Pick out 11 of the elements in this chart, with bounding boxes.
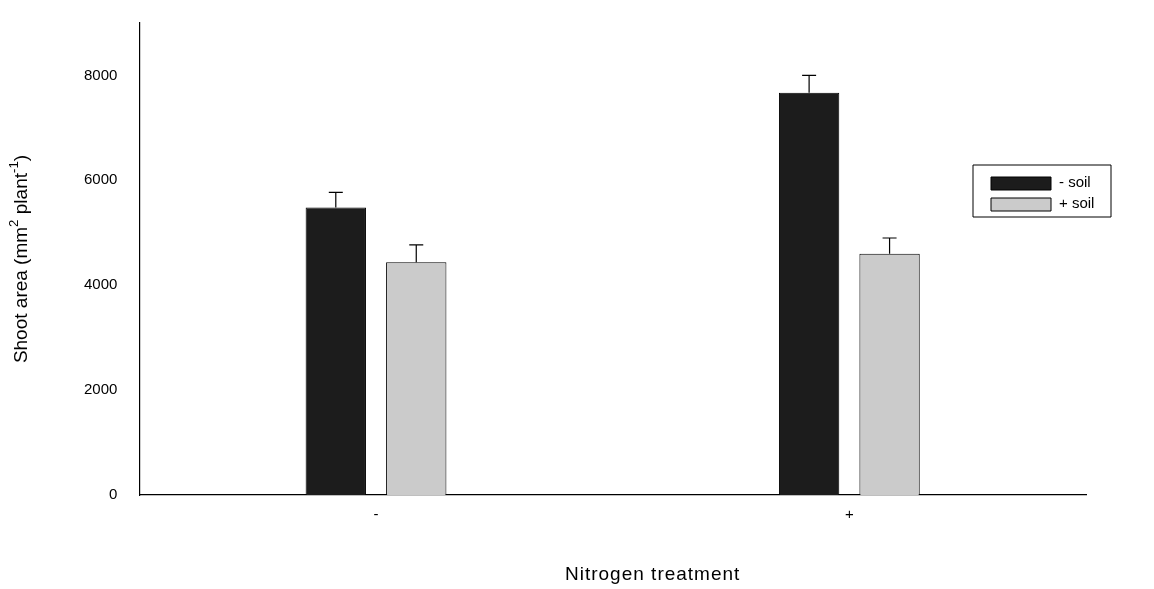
- y-tick-label: 8000: [83, 65, 118, 83]
- x-axis-title: Nitrogen treatment: [565, 563, 741, 585]
- x-tick-label: +: [844, 505, 854, 523]
- y-axis-title: Shoot area (mm2 plant-1): [6, 154, 32, 364]
- x-tick-label: -: [373, 505, 379, 523]
- legend-label: + soil: [1059, 194, 1095, 212]
- y-tick-label: 4000: [83, 275, 118, 293]
- legend-label: - soil: [1059, 173, 1091, 191]
- y-tick-label: 0: [109, 485, 118, 503]
- y-tick-label: 6000: [83, 170, 118, 188]
- y-tick-label: 2000: [83, 380, 118, 398]
